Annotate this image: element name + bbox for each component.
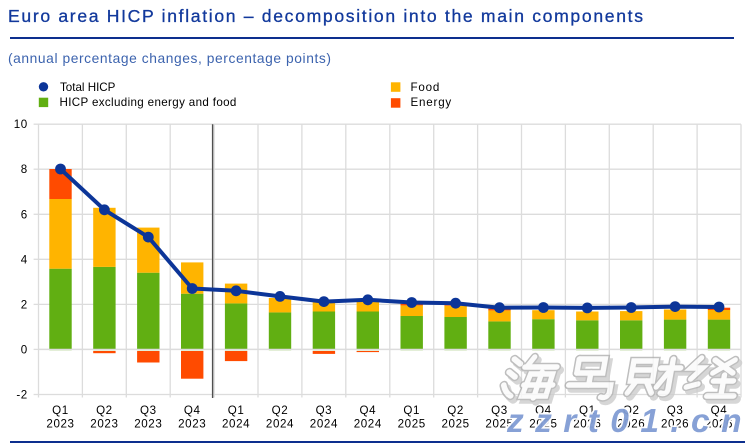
svg-text:Q3: Q3 [667,404,684,417]
svg-text:2026: 2026 [573,418,601,431]
svg-text:zzrt01.cn: zzrt01.cn [506,403,745,440]
svg-text:Q3: Q3 [140,404,157,417]
svg-text:Total HICP: Total HICP [60,81,116,94]
svg-text:2024: 2024 [310,418,338,431]
svg-text:Q4: Q4 [535,404,552,417]
svg-text:Q2: Q2 [96,404,113,417]
svg-text:2025: 2025 [529,418,557,431]
svg-text:Food: Food [411,81,441,94]
svg-text:Q1: Q1 [579,404,596,417]
svg-text:6: 6 [21,208,28,221]
svg-text:8: 8 [21,163,28,176]
svg-text:2024: 2024 [222,418,250,431]
svg-text:4: 4 [21,253,28,266]
svg-text:Q4: Q4 [184,404,201,417]
svg-text:Q1: Q1 [228,404,245,417]
svg-text:2023: 2023 [178,418,206,431]
svg-text:Q1: Q1 [403,404,420,417]
svg-text:2023: 2023 [90,418,118,431]
svg-text:2023: 2023 [134,418,162,431]
svg-text:0: 0 [21,343,28,356]
svg-text:2024: 2024 [266,418,294,431]
svg-text:Q3: Q3 [491,404,508,417]
svg-text:Q2: Q2 [623,404,640,417]
svg-text:2026: 2026 [705,418,733,431]
svg-text:10: 10 [14,118,28,131]
svg-text:HICP excluding energy and food: HICP excluding energy and food [60,96,237,109]
svg-text:Q4: Q4 [359,404,376,417]
svg-text:2025: 2025 [398,418,426,431]
svg-text:Q2: Q2 [272,404,289,417]
svg-text:2025: 2025 [441,418,469,431]
svg-text:Q3: Q3 [316,404,333,417]
svg-text:Q4: Q4 [711,404,728,417]
svg-text:2023: 2023 [46,418,74,431]
svg-text:2025: 2025 [485,418,513,431]
svg-text:2026: 2026 [617,418,645,431]
svg-text:2024: 2024 [354,418,382,431]
svg-text:-2: -2 [16,389,27,402]
svg-text:2026: 2026 [661,418,689,431]
svg-text:Q2: Q2 [447,404,464,417]
svg-text:Energy: Energy [411,96,453,109]
svg-text:Q1: Q1 [52,404,69,417]
svg-text:2: 2 [21,298,28,311]
